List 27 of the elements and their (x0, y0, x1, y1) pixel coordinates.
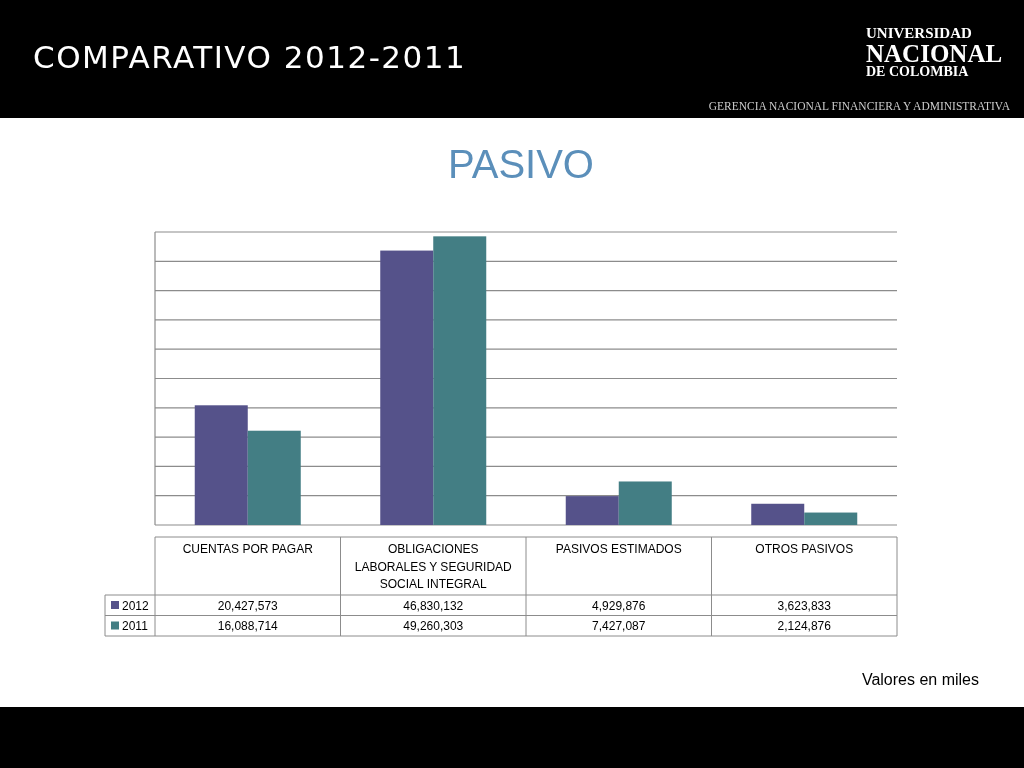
data-label: 49,260,303 (403, 619, 464, 633)
bar (804, 512, 858, 525)
text: UNIVERSIDAD NACIONAL DE COLOMBIA (866, 25, 1003, 79)
bar (618, 481, 672, 525)
bar (565, 496, 619, 525)
data-label: 3,623,833 (777, 598, 832, 613)
x-tick-label: CUENTAS POR PAGAR (182, 542, 314, 556)
data-label: 16,088,714 (217, 619, 279, 633)
data-label: 7,427,087 (592, 619, 646, 633)
data-label: 4,929,876 (592, 598, 646, 613)
bar (247, 430, 301, 525)
text: Valores en miles (861, 671, 979, 688)
chart-subtitle: PASIVO (448, 142, 594, 186)
x-tick-label: OTROS PASIVOS (755, 542, 854, 556)
chart-title: COMPARATIVO 2012-2011 (33, 39, 467, 75)
legend-label: 2012 (122, 598, 150, 613)
x-tick-label: OBLIGACIONES LABORALES Y SEGURIDAD SOCIAL INTEGRAL (354, 542, 513, 591)
data-label: 2,124,876 (777, 619, 832, 633)
data-label: 20,427,573 (217, 598, 279, 613)
text: GERENCIA NACIONAL FINANCIERA Y ADMINISTRATIVA (708, 100, 1011, 112)
bar (751, 503, 805, 525)
x-tick-label: PASIVOS ESTIMADOS (555, 542, 682, 556)
legend-label: 2011 (122, 619, 149, 633)
bar (433, 236, 487, 525)
bar (194, 405, 248, 525)
data-label: 46,830,132 (403, 598, 464, 613)
bar (380, 250, 434, 525)
